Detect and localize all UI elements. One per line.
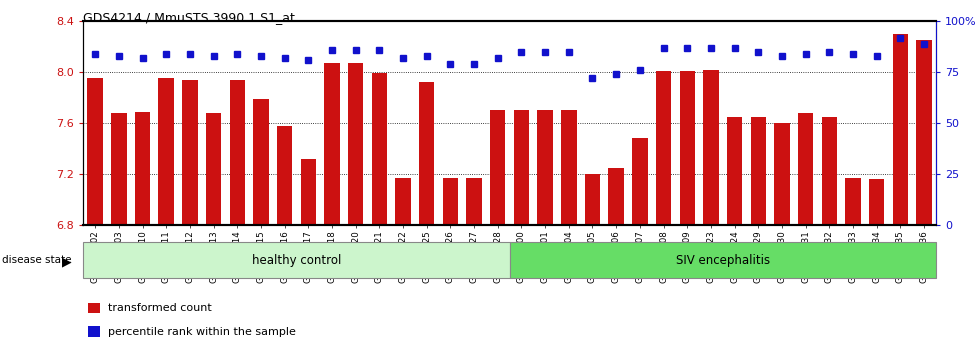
Bar bbox=[585, 174, 600, 225]
Bar bbox=[562, 110, 576, 225]
Text: disease state: disease state bbox=[2, 255, 72, 265]
Text: ▶: ▶ bbox=[62, 256, 72, 268]
Bar bbox=[466, 178, 482, 225]
Bar bbox=[182, 80, 198, 225]
Bar bbox=[751, 117, 766, 225]
Bar bbox=[395, 178, 411, 225]
Bar bbox=[87, 79, 103, 225]
Bar bbox=[679, 71, 695, 225]
Bar bbox=[704, 70, 718, 225]
Bar bbox=[348, 63, 364, 225]
Bar bbox=[277, 126, 292, 225]
Bar bbox=[206, 113, 221, 225]
Bar bbox=[656, 71, 671, 225]
Text: healthy control: healthy control bbox=[252, 254, 341, 267]
Text: SIV encephalitis: SIV encephalitis bbox=[675, 254, 770, 267]
Bar bbox=[537, 110, 553, 225]
Bar bbox=[916, 40, 932, 225]
Bar bbox=[443, 178, 458, 225]
Bar bbox=[324, 63, 340, 225]
Bar bbox=[253, 99, 269, 225]
Bar bbox=[159, 79, 173, 225]
Text: transformed count: transformed count bbox=[108, 303, 212, 313]
Bar bbox=[893, 34, 908, 225]
Text: GDS4214 / MmuSTS.3990.1.S1_at: GDS4214 / MmuSTS.3990.1.S1_at bbox=[83, 11, 295, 24]
Bar bbox=[111, 113, 126, 225]
Bar bbox=[727, 117, 742, 225]
Bar bbox=[490, 110, 506, 225]
Bar bbox=[301, 159, 316, 225]
Bar bbox=[135, 112, 150, 225]
Bar bbox=[821, 117, 837, 225]
Bar bbox=[846, 178, 860, 225]
Bar bbox=[869, 179, 884, 225]
Bar bbox=[419, 82, 434, 225]
Text: percentile rank within the sample: percentile rank within the sample bbox=[108, 327, 296, 337]
Bar bbox=[514, 110, 529, 225]
Bar bbox=[632, 138, 648, 225]
Bar bbox=[798, 113, 813, 225]
Bar bbox=[371, 73, 387, 225]
Bar bbox=[609, 167, 624, 225]
Bar bbox=[229, 80, 245, 225]
Bar bbox=[774, 123, 790, 225]
